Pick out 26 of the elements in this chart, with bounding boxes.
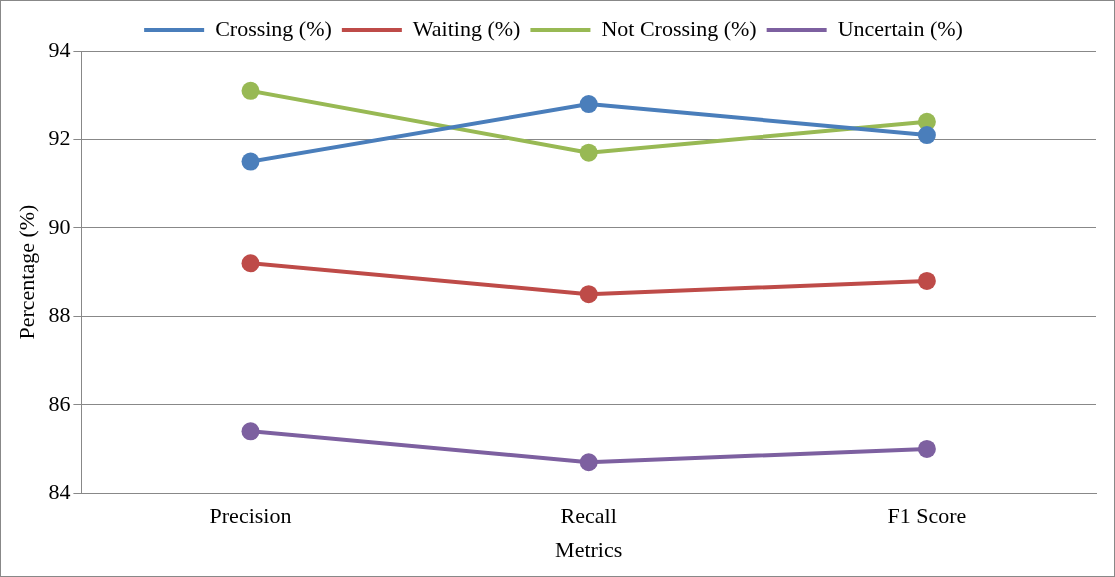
point xyxy=(579,143,598,162)
x-tick-label: F1 Score xyxy=(887,503,967,529)
point xyxy=(241,81,260,100)
x-tick-label: Precision xyxy=(209,503,292,529)
point xyxy=(917,126,936,145)
point xyxy=(917,439,936,458)
y-tick-label: 88 xyxy=(48,302,71,328)
point xyxy=(241,422,260,441)
point xyxy=(579,95,598,114)
y-tick-label: 86 xyxy=(48,390,71,416)
y-tick-label: 92 xyxy=(48,125,71,151)
point xyxy=(241,152,260,171)
y-axis-title: Percentage (%) xyxy=(13,204,39,340)
legend-label: Crossing (%) xyxy=(215,15,332,41)
y-tick-label: 90 xyxy=(48,213,71,239)
legend-label: Uncertain (%) xyxy=(837,15,963,41)
legend-label: Not Crossing (%) xyxy=(601,15,757,41)
point xyxy=(917,271,936,290)
x-tick-label: Recall xyxy=(560,503,617,529)
y-tick-label: 84 xyxy=(48,478,71,504)
point xyxy=(241,254,260,273)
point xyxy=(579,285,598,304)
point xyxy=(579,453,598,472)
x-axis-title: Metrics xyxy=(555,536,623,562)
y-tick-label: 94 xyxy=(48,36,71,62)
legend-label: Waiting (%) xyxy=(412,15,521,41)
